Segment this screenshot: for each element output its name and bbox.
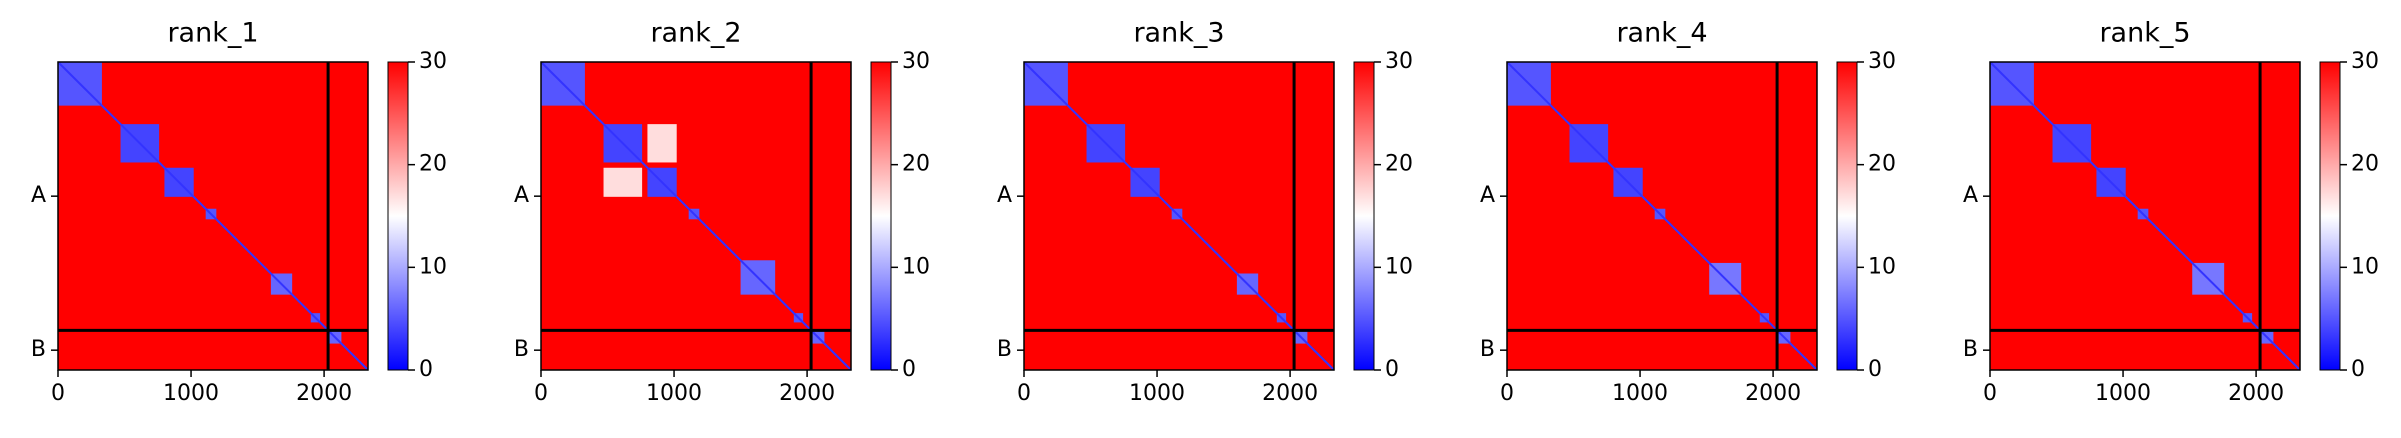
diagonal <box>1023 61 1335 371</box>
y-tick-label: B <box>31 337 46 362</box>
colorbar-tick-label: 10 <box>1868 254 1896 279</box>
y-tick-label: A <box>997 183 1012 208</box>
x-tick-label: 0 <box>1017 381 1031 406</box>
x-tick-label: 2000 <box>296 381 352 406</box>
colorbar-tick-label: 10 <box>1385 254 1413 279</box>
colorbar-tick-label: 0 <box>1385 357 1399 382</box>
y-tick-label: B <box>1480 337 1495 362</box>
axes-frame <box>1989 61 2301 371</box>
colorbar <box>870 61 892 371</box>
colorbar <box>2319 61 2341 371</box>
x-tick-label: 0 <box>1983 381 1997 406</box>
axes-frame <box>57 61 369 371</box>
diagonal <box>1989 61 2301 371</box>
colorbar-tick-label: 30 <box>902 49 930 74</box>
y-tick-label: B <box>514 337 529 362</box>
colorbar-tick-label: 20 <box>902 152 930 177</box>
x-tick-label: 2000 <box>779 381 835 406</box>
x-tick-label: 0 <box>1500 381 1514 406</box>
x-tick-label: 1000 <box>2095 381 2151 406</box>
colorbar-tick-label: 0 <box>2351 357 2365 382</box>
colorbar-tick-label: 0 <box>419 357 433 382</box>
x-tick-label: 2000 <box>2228 381 2284 406</box>
y-tick-label: A <box>1963 183 1978 208</box>
axes-frame <box>1506 61 1818 371</box>
colorbar-tick-label: 20 <box>2351 152 2379 177</box>
x-tick-label: 2000 <box>1262 381 1318 406</box>
diagonal <box>57 61 369 371</box>
y-tick-label: B <box>997 337 1012 362</box>
diagonal <box>1506 61 1818 371</box>
panel-title: rank_3 <box>1133 18 1224 49</box>
panel-title: rank_2 <box>650 18 741 49</box>
panel-title: rank_1 <box>167 18 258 49</box>
colorbar-tick-label: 30 <box>2351 49 2379 74</box>
colorbar-tick-label: 10 <box>419 254 447 279</box>
colorbar <box>1836 61 1858 371</box>
heatmap-block <box>603 167 643 197</box>
colorbar-tick-label: 30 <box>1868 49 1896 74</box>
x-tick-label: 1000 <box>163 381 219 406</box>
colorbar-tick-label: 20 <box>1385 152 1413 177</box>
x-tick-label: 1000 <box>1612 381 1668 406</box>
colorbar-tick-label: 0 <box>1868 357 1882 382</box>
colorbar-tick-label: 30 <box>1385 49 1413 74</box>
panel-title: rank_4 <box>1616 18 1707 49</box>
x-tick-label: 2000 <box>1745 381 1801 406</box>
colorbar-tick-label: 0 <box>902 357 916 382</box>
y-tick-label: A <box>31 183 46 208</box>
axes-frame <box>540 61 852 371</box>
axes-frame <box>1023 61 1335 371</box>
colorbar-tick-label: 20 <box>1868 152 1896 177</box>
panel-title: rank_5 <box>2099 18 2190 49</box>
y-tick-label: A <box>514 183 529 208</box>
colorbar <box>1353 61 1375 371</box>
y-tick-label: A <box>1480 183 1495 208</box>
diagonal <box>540 61 852 371</box>
heatmap-block <box>647 124 677 163</box>
colorbar-tick-label: 10 <box>902 254 930 279</box>
colorbar <box>387 61 409 371</box>
colorbar-tick-label: 10 <box>2351 254 2379 279</box>
colorbar-tick-label: 20 <box>419 152 447 177</box>
x-tick-label: 1000 <box>646 381 702 406</box>
colorbar-tick-label: 30 <box>419 49 447 74</box>
y-tick-label: B <box>1963 337 1978 362</box>
x-tick-label: 1000 <box>1129 381 1185 406</box>
x-tick-label: 0 <box>534 381 548 406</box>
x-tick-label: 0 <box>51 381 65 406</box>
